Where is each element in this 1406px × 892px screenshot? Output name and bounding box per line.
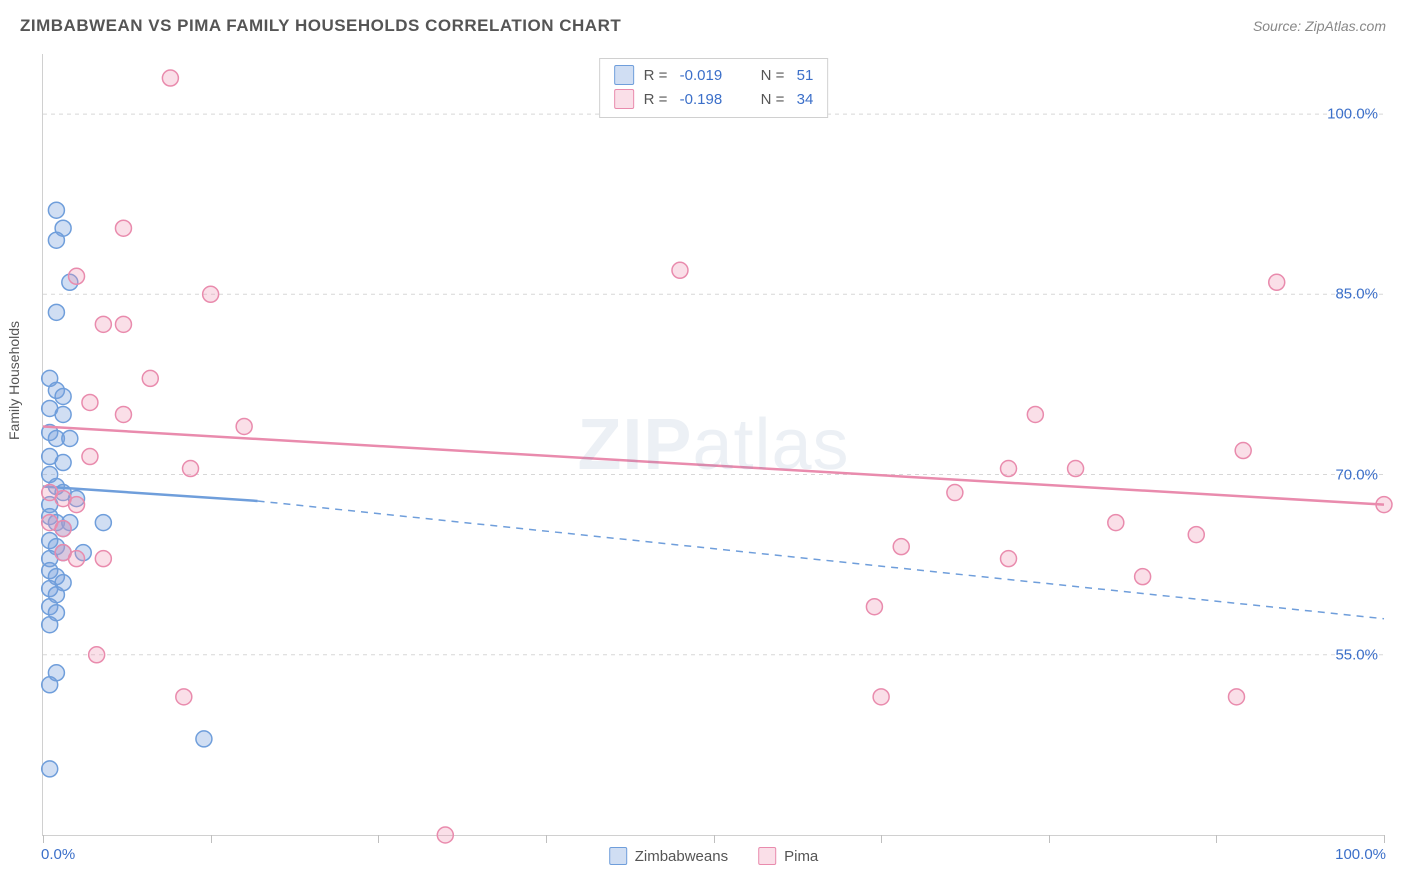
x-tick <box>1216 835 1217 843</box>
legend-stats-row-zim: R = -0.019 N = 51 <box>614 63 814 87</box>
x-tick <box>714 835 715 843</box>
legend-stats: R = -0.019 N = 51 R = -0.198 N = 34 <box>599 58 829 118</box>
x-tick <box>43 835 44 843</box>
legend-item-pima: Pima <box>758 847 818 865</box>
y-tick-label: 55.0% <box>1335 646 1378 663</box>
x-axis-end-label: 100.0% <box>1335 846 1386 863</box>
x-tick <box>378 835 379 843</box>
y-tick-label: 100.0% <box>1327 106 1378 123</box>
r-value-pima: -0.198 <box>680 91 735 108</box>
x-axis-start-label: 0.0% <box>41 846 75 863</box>
title-bar: ZIMBABWEAN VS PIMA FAMILY HOUSEHOLDS COR… <box>20 16 1386 36</box>
source-text: Source: ZipAtlas.com <box>1253 18 1386 34</box>
y-axis-label: Family Households <box>6 321 22 440</box>
legend-label-zimbabweans: Zimbabweans <box>635 848 728 865</box>
swatch-pima-2 <box>614 89 634 109</box>
legend-bottom: Zimbabweans Pima <box>609 847 819 865</box>
chart-title: ZIMBABWEAN VS PIMA FAMILY HOUSEHOLDS COR… <box>20 16 621 36</box>
y-tick-label: 70.0% <box>1335 466 1378 483</box>
swatch-zimbabweans-2 <box>614 65 634 85</box>
x-tick <box>881 835 882 843</box>
n-value-pima: 34 <box>797 91 814 108</box>
plot-area: ZIPatlas 55.0%70.0%85.0%100.0% 0.0% 100.… <box>42 54 1384 836</box>
chart-root: ZIMBABWEAN VS PIMA FAMILY HOUSEHOLDS COR… <box>0 0 1406 892</box>
x-tick <box>546 835 547 843</box>
legend-label-pima: Pima <box>784 848 818 865</box>
swatch-zimbabweans <box>609 847 627 865</box>
legend-item-zimbabweans: Zimbabweans <box>609 847 728 865</box>
x-tick <box>1049 835 1050 843</box>
swatch-pima <box>758 847 776 865</box>
x-tick <box>211 835 212 843</box>
legend-stats-row-pima: R = -0.198 N = 34 <box>614 87 814 111</box>
y-tick-label: 85.0% <box>1335 286 1378 303</box>
x-tick <box>1384 835 1385 843</box>
n-value-zim: 51 <box>797 67 814 84</box>
r-value-zim: -0.019 <box>680 67 735 84</box>
